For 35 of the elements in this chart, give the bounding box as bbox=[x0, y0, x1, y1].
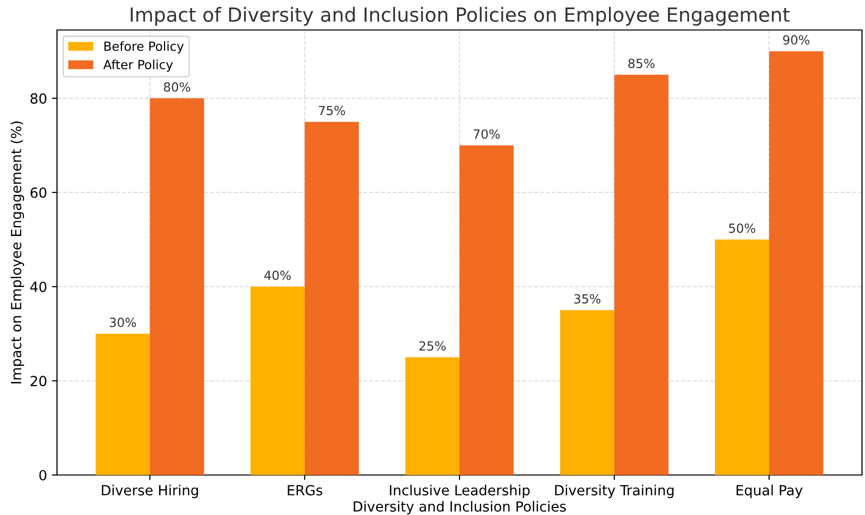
data-label: 50% bbox=[729, 224, 756, 233]
y-tick-label: 20 bbox=[30, 376, 46, 386]
legend-label: Before Policy bbox=[104, 41, 184, 54]
bar bbox=[304, 122, 359, 475]
data-label: 35% bbox=[574, 294, 600, 304]
bar bbox=[150, 98, 204, 475]
bar bbox=[405, 357, 460, 475]
y-tick-label: 80 bbox=[30, 93, 46, 104]
x-tick-label: Diverse Hiring bbox=[102, 484, 198, 498]
x-tick-label: ERGs bbox=[288, 484, 322, 496]
legend-label: After Policy bbox=[103, 60, 173, 72]
y-axis-title: Impact on Employee Engagement (%) bbox=[10, 121, 24, 384]
data-label: 40% bbox=[264, 270, 291, 280]
bar bbox=[714, 240, 770, 475]
x-tick-label: Diversity Training bbox=[555, 484, 674, 498]
bar bbox=[769, 51, 824, 475]
y-tick-label: 60 bbox=[30, 187, 46, 198]
data-label: 90% bbox=[783, 35, 810, 45]
bar bbox=[96, 334, 150, 475]
x-tick-label: Equal Pay bbox=[736, 484, 803, 498]
data-label: 70% bbox=[474, 129, 500, 139]
data-label: 85% bbox=[628, 58, 655, 68]
data-label: 25% bbox=[419, 341, 446, 351]
data-label: 30% bbox=[110, 318, 136, 328]
bar bbox=[460, 145, 514, 475]
bar bbox=[560, 310, 614, 475]
chart-title: Impact of Diversity and Inclusion Policies on Employee Engagement bbox=[130, 6, 790, 26]
y-tick-label: 0 bbox=[39, 470, 46, 480]
bar bbox=[250, 286, 305, 475]
x-tick-label: Inclusive Leadership bbox=[390, 484, 530, 498]
y-tick-label: 40 bbox=[30, 282, 46, 292]
bar bbox=[614, 74, 668, 475]
data-label: 80% bbox=[164, 82, 190, 92]
x-axis-title: Diversity and Inclusion Policies bbox=[354, 500, 566, 514]
data-label: 75% bbox=[318, 106, 345, 116]
